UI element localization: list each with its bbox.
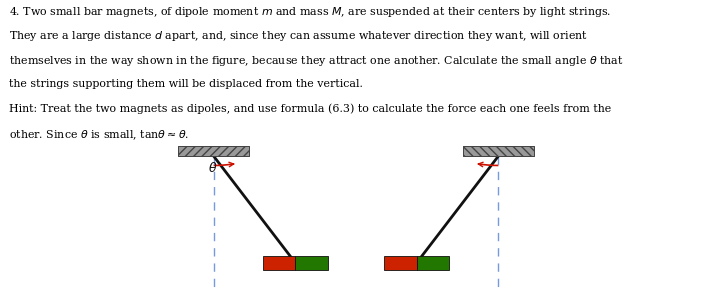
- Text: the strings supporting them will be displaced from the vertical.: the strings supporting them will be disp…: [9, 79, 362, 89]
- Bar: [463, 146, 534, 156]
- Text: $\theta$: $\theta$: [208, 161, 217, 175]
- Bar: [384, 256, 417, 270]
- Text: 4. Two small bar magnets, of dipole moment $m$ and mass $M$, are suspended at th: 4. Two small bar magnets, of dipole mome…: [9, 5, 611, 18]
- Text: Hint: Treat the two magnets as dipoles, and use formula (6.3) to calculate the f: Hint: Treat the two magnets as dipoles, …: [9, 104, 611, 114]
- Bar: [178, 146, 249, 156]
- Bar: [417, 256, 449, 270]
- Bar: [263, 256, 295, 270]
- Bar: [295, 256, 328, 270]
- Text: They are a large distance $d$ apart, and, since they can assume whatever directi: They are a large distance $d$ apart, and…: [9, 29, 587, 43]
- Bar: [178, 146, 249, 156]
- Text: other. Since $\theta$ is small, tan$\theta \approx \theta$.: other. Since $\theta$ is small, tan$\the…: [9, 129, 189, 142]
- Bar: [463, 146, 534, 156]
- Text: themselves in the way shown in the figure, because they attract one another. Cal: themselves in the way shown in the figur…: [9, 54, 623, 68]
